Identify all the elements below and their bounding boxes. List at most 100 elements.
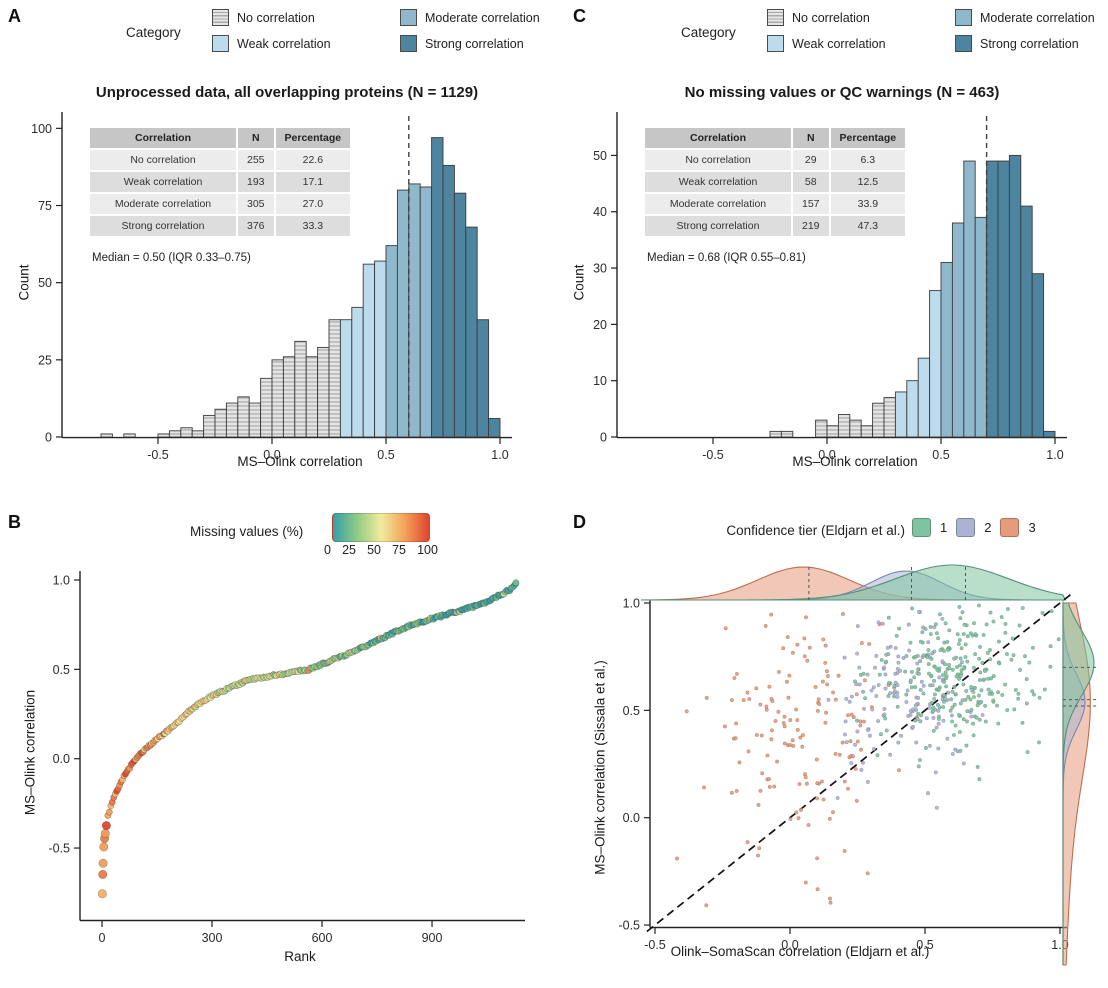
inset-table-row: Weak correlation 58 12.5 [645, 172, 906, 192]
identity-line [646, 593, 1072, 933]
scatter-point [909, 669, 914, 674]
scatter-point [953, 692, 958, 697]
inset-table-row: Weak correlation 193 17.1 [90, 172, 351, 192]
scatter-point [1003, 682, 1008, 687]
scatter-point [871, 746, 876, 751]
scatter-point [97, 889, 107, 899]
scatter-point [921, 691, 926, 696]
scatter-point [878, 732, 883, 737]
scatter-point [916, 667, 921, 672]
scatter-point [862, 678, 867, 683]
histogram-bar [168, 430, 182, 438]
legend-swatch [400, 9, 417, 26]
scatter-point [98, 869, 108, 879]
scatter-point [958, 663, 963, 668]
scatter-point [972, 685, 977, 690]
scatter-point [772, 784, 777, 789]
histogram-bar [826, 425, 839, 438]
scatter-point [991, 674, 996, 679]
scatter-point [927, 671, 932, 676]
scatter-point [932, 678, 937, 683]
scatter-point [977, 717, 982, 722]
scatter-point [827, 816, 832, 821]
histogram-bar [894, 391, 908, 438]
scatter-point [861, 719, 866, 724]
scatter-point [935, 667, 940, 672]
scatter-point [963, 642, 968, 647]
histogram-bar [396, 189, 410, 438]
histogram-bar [339, 319, 353, 438]
scatter-point [924, 745, 929, 750]
inset-table-cell: 255 [238, 150, 274, 170]
scatter-point [795, 642, 800, 647]
scatter-point [963, 654, 968, 659]
right-density-curve [1062, 602, 1095, 965]
scatter-point [934, 631, 939, 636]
axis-tick-label: 10 [593, 374, 607, 388]
scatter-point [758, 788, 763, 793]
scatter-point [957, 729, 962, 734]
scatter-point [971, 665, 976, 670]
scatter-point [943, 662, 948, 667]
scatter-point [803, 775, 808, 780]
inset-table-cell: 22.6 [275, 150, 351, 170]
scatter-point [769, 612, 774, 617]
colorbar-tick-label: 0 [324, 543, 331, 557]
scatter-point [1037, 695, 1042, 700]
inset-table-row: Moderate correlation 305 27.0 [90, 194, 351, 214]
histogram-bar [963, 160, 976, 438]
scatter-point [955, 665, 960, 670]
scatter-point [904, 692, 909, 697]
histogram-bar [465, 226, 478, 438]
scatter-point [880, 621, 885, 626]
inset-table: Correlation N Percentage No correlation 255 2… [88, 126, 352, 238]
scatter-point [729, 698, 734, 703]
axis-tick-label: 300 [202, 931, 223, 945]
scatter-point [995, 703, 1000, 708]
scatter-point [865, 672, 870, 677]
scatter-point [861, 671, 866, 676]
scatter-point [969, 714, 974, 719]
scatter-point [855, 739, 860, 744]
scatter-point [964, 688, 969, 693]
scatter-point [988, 647, 993, 652]
scatter-point [958, 656, 963, 661]
tier-swatch [912, 518, 931, 537]
scatter-point [844, 696, 849, 701]
scatter-point [1025, 750, 1030, 755]
scatter-point [790, 738, 795, 743]
scatter-point [893, 689, 898, 694]
scatter-point [882, 706, 887, 711]
scatter-point [798, 735, 803, 740]
scatter-point [734, 671, 739, 676]
axis-tick-label: 30 [593, 262, 607, 276]
scatter-point [763, 623, 768, 628]
scatter-point [859, 767, 864, 772]
scatter-point [790, 650, 795, 655]
scatter-point [833, 697, 838, 702]
scatter-point [821, 797, 826, 802]
scatter-point [928, 624, 933, 629]
histogram-bar [374, 260, 387, 438]
scatter-point [917, 757, 922, 762]
scatter-point [828, 900, 833, 905]
scatter-point [98, 858, 108, 868]
panel-c-ylabel: Count [571, 264, 587, 301]
inset-table-cell: No correlation [90, 150, 236, 170]
axis-tick-label: 0.0 [263, 448, 280, 462]
scatter-point [1017, 623, 1022, 628]
histogram-bar [1020, 205, 1033, 438]
histogram-bar [929, 290, 942, 438]
histogram-bar [419, 186, 433, 438]
scatter-point [928, 683, 933, 688]
axis-tick-label: -0.5 [48, 842, 70, 856]
histogram-bar [860, 425, 874, 438]
scatter-point [910, 606, 915, 611]
scatter-point [918, 719, 923, 724]
legend-item: No correlation [212, 9, 390, 26]
scatter-point [1040, 610, 1045, 615]
histogram-bar [123, 433, 136, 438]
scatter-point [861, 760, 866, 765]
histogram-bar [191, 430, 205, 438]
inset-table-header: Percentage [275, 128, 351, 148]
